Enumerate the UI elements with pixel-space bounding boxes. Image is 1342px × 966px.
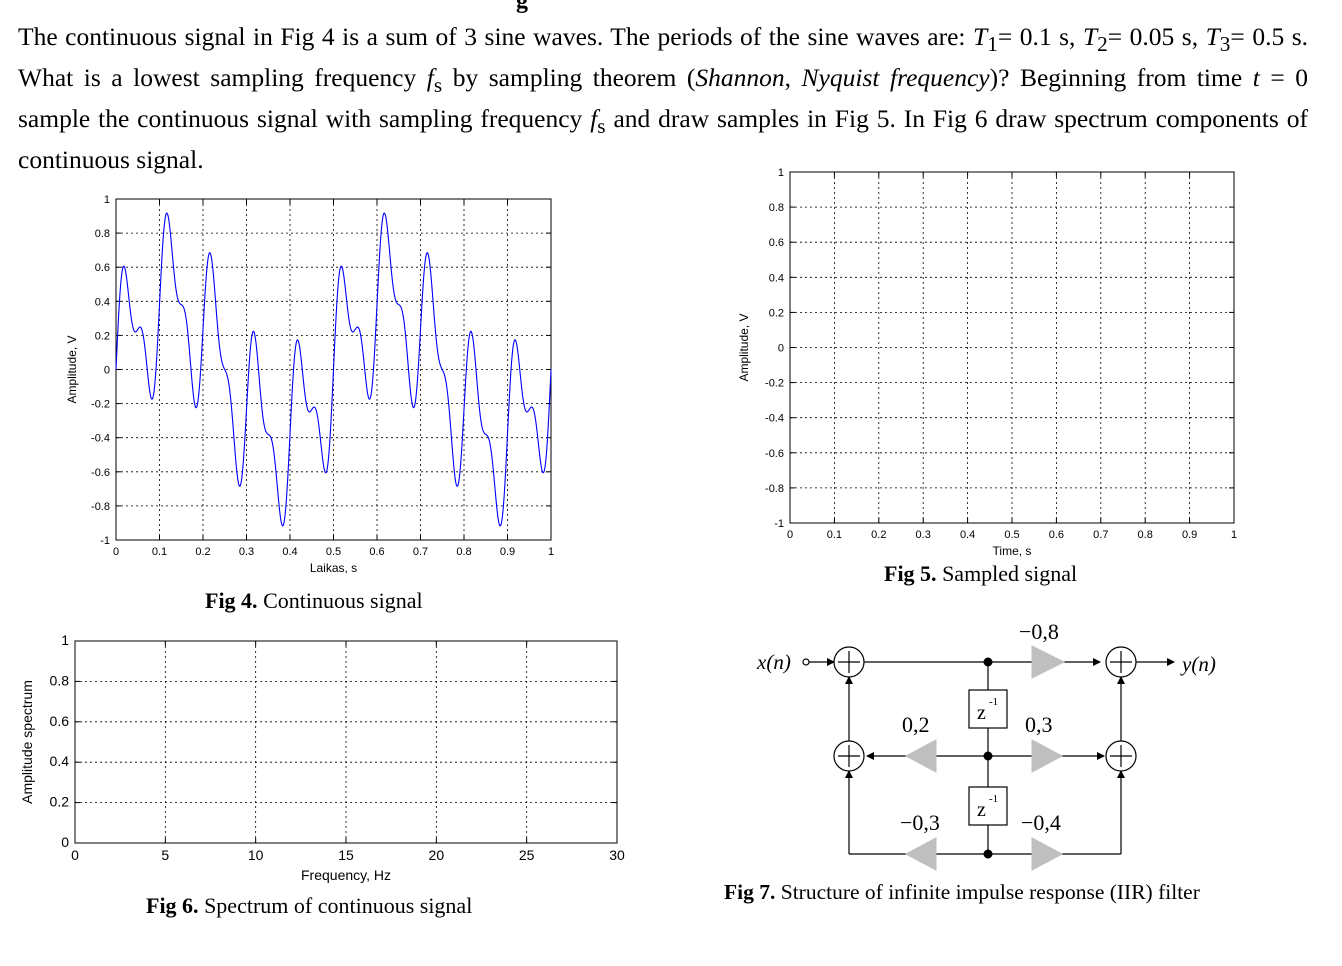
junction-node-bottom [983,849,993,859]
coef-bot-left-label: −0,3 [900,810,940,835]
delay-2-label: z [977,799,986,821]
adder-output [1105,646,1137,678]
delay-block-1 [968,689,1008,729]
fig5-caption: Fig 5. Sampled signal [884,561,1078,586]
gain-mid-left [904,739,937,773]
junction-node-top [983,657,993,667]
coef-bot-right-label: −0,4 [1021,810,1061,835]
delay-block-2 [968,786,1008,826]
fig4-caption: Fig 4. Continuous signal [205,588,423,613]
output-label: y(n) [1180,652,1216,676]
problem-statement: The continuous signal in Fig 4 is a sum … [18,20,1308,176]
delay-1-label: z [977,702,986,724]
adder-feedforward [1105,740,1137,772]
adder-feedback [833,740,865,772]
fig7-caption: Fig 7. Structure of infinite impulse res… [724,880,1200,904]
gain-bot-right [1031,837,1064,871]
coef-mid-left-label: 0,2 [902,712,930,737]
junction-node-mid [983,751,993,761]
gain-mid-right [1031,739,1064,773]
delay-1-exp: -1 [989,696,998,708]
header-fragment: g [516,0,528,14]
delay-2-exp: -1 [989,793,998,805]
coef-top-label: −0,8 [1019,619,1059,644]
input-label: x(n) [756,650,791,674]
problem-text: The continuous signal in Fig 4 is a sum … [18,22,1309,175]
coef-mid-right-label: 0,3 [1025,712,1053,737]
gain-bot-left [904,837,937,871]
fig6-caption: Fig 6. Spectrum of continuous signal [146,893,473,918]
adder-input [833,646,865,678]
gain-top [1031,645,1066,679]
